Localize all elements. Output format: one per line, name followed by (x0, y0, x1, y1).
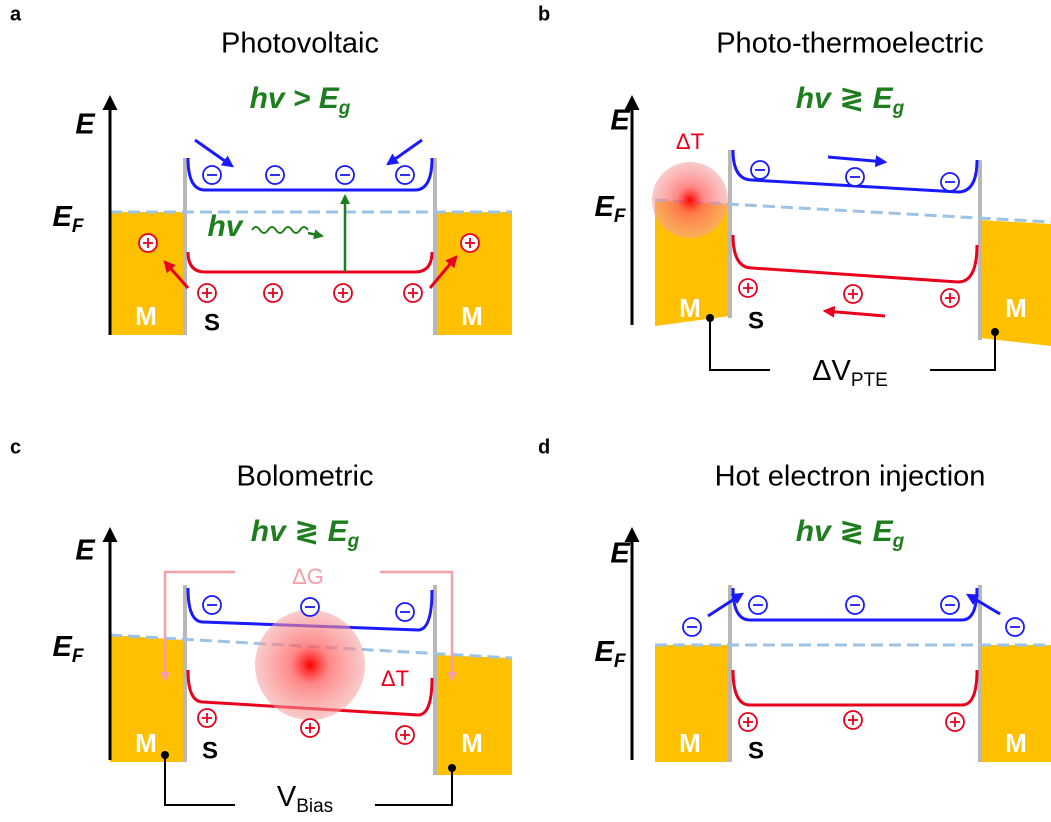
voltage-label-sub: PTE (851, 370, 888, 391)
fermi-label-main: E (595, 636, 616, 668)
condition-main: hv > E (250, 82, 340, 115)
condition-sub: g (892, 98, 905, 119)
energy-label: E (75, 535, 96, 567)
valence-band (733, 670, 977, 705)
metal (980, 220, 1051, 346)
metal-label: M (461, 301, 483, 331)
condition-main: hv ≷ E (796, 515, 894, 548)
panel-letter: c (10, 436, 21, 458)
metal-label: M (1005, 293, 1027, 323)
panel-title: Photovoltaic (221, 28, 379, 60)
condition-main: hv ≷ E (251, 515, 349, 548)
semiconductor-label: S (202, 737, 218, 764)
fermi-label-sub: F (72, 216, 85, 237)
metal-label: M (679, 728, 701, 758)
fermi-label-main: E (53, 631, 74, 663)
fermi-label: EF (53, 631, 85, 667)
photon-wave (252, 227, 308, 233)
temperature-label: ΔT (676, 129, 704, 154)
panel-title: Hot electron injection (715, 461, 986, 493)
fermi-label-main: E (53, 201, 74, 233)
condition-sub: g (892, 531, 905, 552)
panel-letter: a (10, 3, 22, 25)
condition-sub: g (347, 531, 360, 552)
contact (991, 328, 999, 336)
figure: aPhotovoltaichv > EgEEFhvMMSbPhoto-therm… (0, 0, 1051, 822)
metal-label: M (679, 293, 701, 323)
energy-label: E (610, 105, 631, 137)
fermi-label: EF (595, 191, 627, 227)
arrow (828, 157, 885, 162)
condition-main: hv ≷ E (796, 82, 894, 115)
voltage-label: ΔVPTE (812, 355, 888, 391)
voltage-label-main: V (277, 781, 297, 813)
arrow (825, 311, 885, 316)
circuit (165, 755, 235, 805)
condition: hv ≷ Eg (796, 515, 905, 552)
hot-spot (652, 162, 728, 238)
energy-label: E (610, 538, 631, 570)
arrow (308, 233, 322, 236)
metal-label: M (135, 728, 157, 758)
energy-label: E (75, 109, 96, 141)
valence-band (188, 252, 432, 272)
semiconductor-label: S (204, 309, 220, 336)
condition: hv ≷ Eg (796, 82, 905, 119)
fermi-label-main: E (595, 191, 616, 223)
panel-letter: b (538, 3, 550, 25)
voltage-label: VBias (277, 781, 333, 817)
voltage-label-sub: Bias (296, 796, 333, 817)
voltage-label-main: ΔV (812, 355, 851, 387)
metal-label: M (135, 301, 157, 331)
panel-title: Photo-thermoelectric (716, 28, 984, 60)
metal-label: M (461, 728, 483, 758)
panel-letter: d (538, 436, 550, 458)
condition: hv ≷ Eg (251, 515, 360, 552)
contact (448, 764, 456, 772)
metal-label: M (1005, 728, 1027, 758)
panel-title: Bolometric (237, 461, 374, 493)
fermi-label-sub: F (614, 651, 627, 672)
contact (706, 314, 714, 322)
temperature-label: ΔT (381, 666, 409, 691)
fermi-label: EF (595, 636, 627, 672)
fermi-label-sub: F (72, 646, 85, 667)
arrow (195, 140, 232, 166)
condition: hv > Eg (250, 82, 351, 119)
fermi-label: EF (53, 201, 85, 237)
valence-band (733, 235, 977, 282)
semiconductor-label: S (748, 737, 764, 764)
hot-spot (255, 610, 365, 720)
fermi-label-sub: F (614, 206, 627, 227)
photon-label: hv (207, 210, 244, 243)
condition-sub: g (338, 98, 351, 119)
arrow (388, 140, 422, 164)
conductance-label: ΔG (292, 564, 324, 589)
semiconductor-label: S (748, 307, 764, 334)
contact (161, 751, 169, 759)
